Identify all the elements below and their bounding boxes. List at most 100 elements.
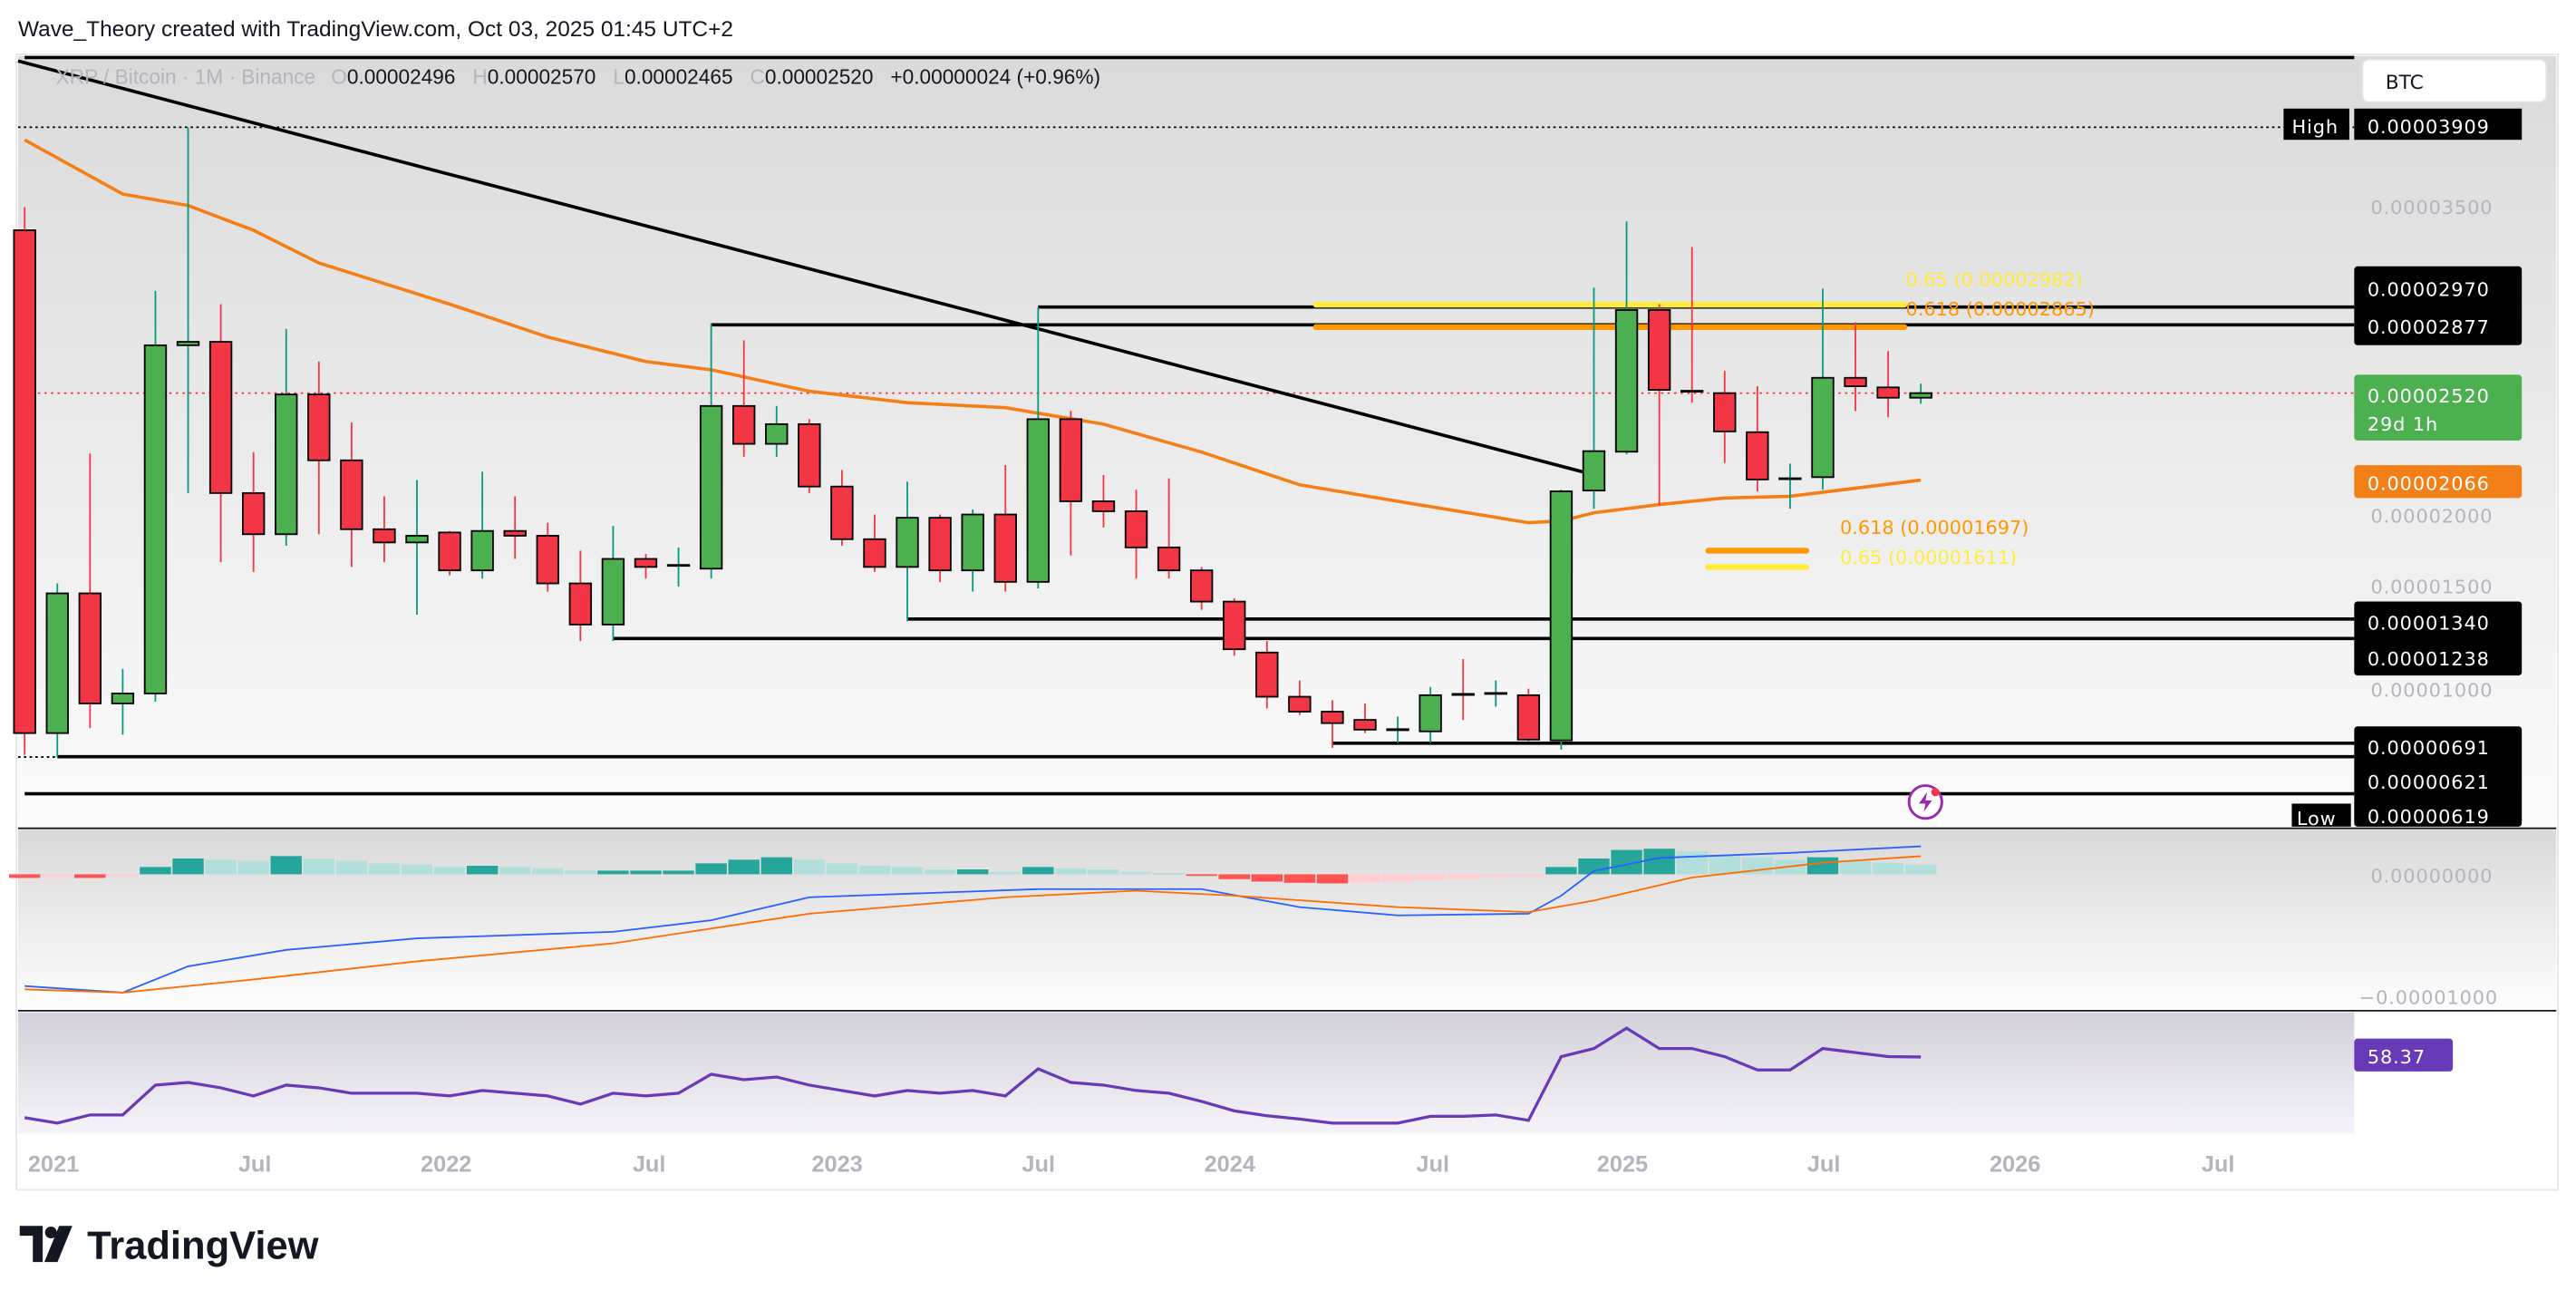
candle bbox=[1223, 598, 1246, 656]
candle-body bbox=[1321, 711, 1344, 724]
candle-body bbox=[765, 422, 789, 445]
macd-histogram-bar bbox=[8, 874, 41, 878]
candle-body bbox=[340, 459, 363, 530]
candle-body bbox=[1223, 600, 1246, 651]
candle bbox=[1255, 641, 1279, 709]
candle bbox=[1647, 304, 1671, 506]
candle bbox=[340, 422, 363, 568]
candle bbox=[961, 509, 984, 592]
high-value: 0.00002570 bbox=[488, 65, 596, 89]
macd-histogram-bar bbox=[1120, 871, 1152, 875]
candle bbox=[666, 547, 691, 587]
candle bbox=[732, 340, 756, 457]
fib-label-lower-0618: 0.618 (0.00001697) bbox=[1840, 517, 2029, 538]
candle bbox=[111, 668, 135, 735]
currency-button-bg[interactable] bbox=[2361, 58, 2548, 103]
macd-pane[interactable] bbox=[17, 829, 2557, 1008]
candle bbox=[1516, 688, 1541, 742]
symbol-legend[interactable]: XRP / Bitcoin · 1M · Binance O0.00002496… bbox=[56, 62, 1100, 91]
high-value: 0.00003909 bbox=[2368, 116, 2490, 138]
candle bbox=[536, 522, 559, 592]
candle-body bbox=[568, 582, 593, 626]
macd-histogram-bar bbox=[1643, 849, 1675, 875]
time-tick: 2024 bbox=[1205, 1151, 1255, 1177]
time-tick: Jul bbox=[238, 1151, 272, 1177]
macd-histogram-bar bbox=[1676, 850, 1708, 875]
high-label: H bbox=[472, 65, 487, 89]
macd-histogram-bar bbox=[1839, 860, 1872, 875]
macd-histogram-bar bbox=[335, 860, 368, 875]
macd-histogram-bar bbox=[565, 870, 596, 875]
candle bbox=[928, 514, 952, 582]
candle-body bbox=[1713, 392, 1737, 432]
candle bbox=[830, 470, 854, 546]
price-pane[interactable] bbox=[17, 55, 2557, 827]
candle-body bbox=[1288, 695, 1312, 713]
candle bbox=[208, 304, 233, 563]
candle bbox=[1026, 307, 1051, 589]
candle-body bbox=[1614, 309, 1639, 453]
candle bbox=[1419, 686, 1442, 743]
candle-body bbox=[1189, 569, 1214, 603]
candle-body bbox=[275, 393, 298, 536]
low-tag: Low bbox=[2291, 803, 2351, 829]
macd-histogram-bar bbox=[303, 858, 335, 875]
candle bbox=[798, 419, 821, 493]
time-tick: Jul bbox=[1022, 1151, 1055, 1177]
fib-label-lower-065: 0.65 (0.00001611) bbox=[1840, 547, 2017, 568]
candle-body bbox=[1091, 500, 1116, 512]
level-tag: 0.00001340 bbox=[2368, 612, 2490, 634]
lightning-icon[interactable] bbox=[1907, 784, 1943, 820]
level-tag: 0.00000621 bbox=[2368, 771, 2490, 793]
macd-histogram-bar bbox=[172, 858, 204, 875]
currency-label[interactable]: BTC bbox=[2386, 72, 2424, 94]
signal-line bbox=[24, 855, 1922, 994]
candle bbox=[1713, 371, 1737, 463]
macd-histogram-bar bbox=[532, 868, 564, 875]
candle bbox=[1811, 288, 1835, 490]
low-label: L bbox=[613, 65, 625, 89]
candle-body bbox=[1255, 651, 1279, 698]
time-tick: 2023 bbox=[811, 1151, 862, 1177]
rsi-value: 58.37 bbox=[2368, 1046, 2426, 1068]
candle bbox=[470, 471, 494, 579]
macd-histogram-bar bbox=[695, 863, 727, 875]
candle bbox=[993, 465, 1017, 592]
candle bbox=[699, 324, 723, 579]
candle-body bbox=[307, 393, 331, 461]
candle bbox=[1353, 703, 1377, 733]
price-axis[interactable] bbox=[2354, 56, 2556, 827]
candle-body bbox=[1844, 376, 1867, 387]
candle bbox=[765, 405, 789, 457]
macd-histogram-bar bbox=[728, 859, 760, 875]
close-label: C bbox=[751, 65, 765, 89]
ema-tag: 0.00002066 bbox=[2354, 465, 2523, 499]
macd-histogram-bar bbox=[826, 863, 858, 875]
time-tick: 2022 bbox=[421, 1151, 471, 1177]
candle bbox=[307, 361, 331, 535]
rsi-group bbox=[24, 1026, 1922, 1125]
candle-body bbox=[1647, 309, 1671, 391]
trendline-group bbox=[17, 59, 1583, 474]
low-value: 0.00002465 bbox=[625, 65, 733, 89]
macd-histogram-bar bbox=[1381, 874, 1414, 882]
candle bbox=[1451, 658, 1475, 721]
candle bbox=[1091, 475, 1116, 528]
candle bbox=[1582, 287, 1606, 509]
candle-body bbox=[503, 529, 527, 537]
time-tick: Jul bbox=[1807, 1151, 1841, 1177]
candle-body bbox=[1026, 418, 1051, 583]
ema-group bbox=[24, 138, 1922, 525]
candle-body bbox=[78, 592, 102, 704]
macd-histogram-bar bbox=[1578, 858, 1610, 875]
time-tick: Jul bbox=[1416, 1151, 1449, 1177]
time-axis[interactable]: 2021 Jul 2022 Jul 2023 Jul 2024 Jul 2025… bbox=[28, 1151, 2235, 1177]
macd-histogram-bar bbox=[1414, 874, 1447, 880]
symbol-name[interactable]: XRP / Bitcoin · 1M · Binance bbox=[56, 65, 315, 89]
macd-histogram-bar bbox=[1872, 862, 1904, 875]
tradingview-logo[interactable]: TradingView bbox=[19, 1225, 319, 1268]
candle bbox=[13, 207, 36, 755]
svg-text:XRP / Bitcoin · 1M · Binance: XRP / Bitcoin · 1M · Binance O0.00002496… bbox=[56, 62, 1100, 91]
currency-button[interactable]: BTC bbox=[2361, 58, 2548, 103]
